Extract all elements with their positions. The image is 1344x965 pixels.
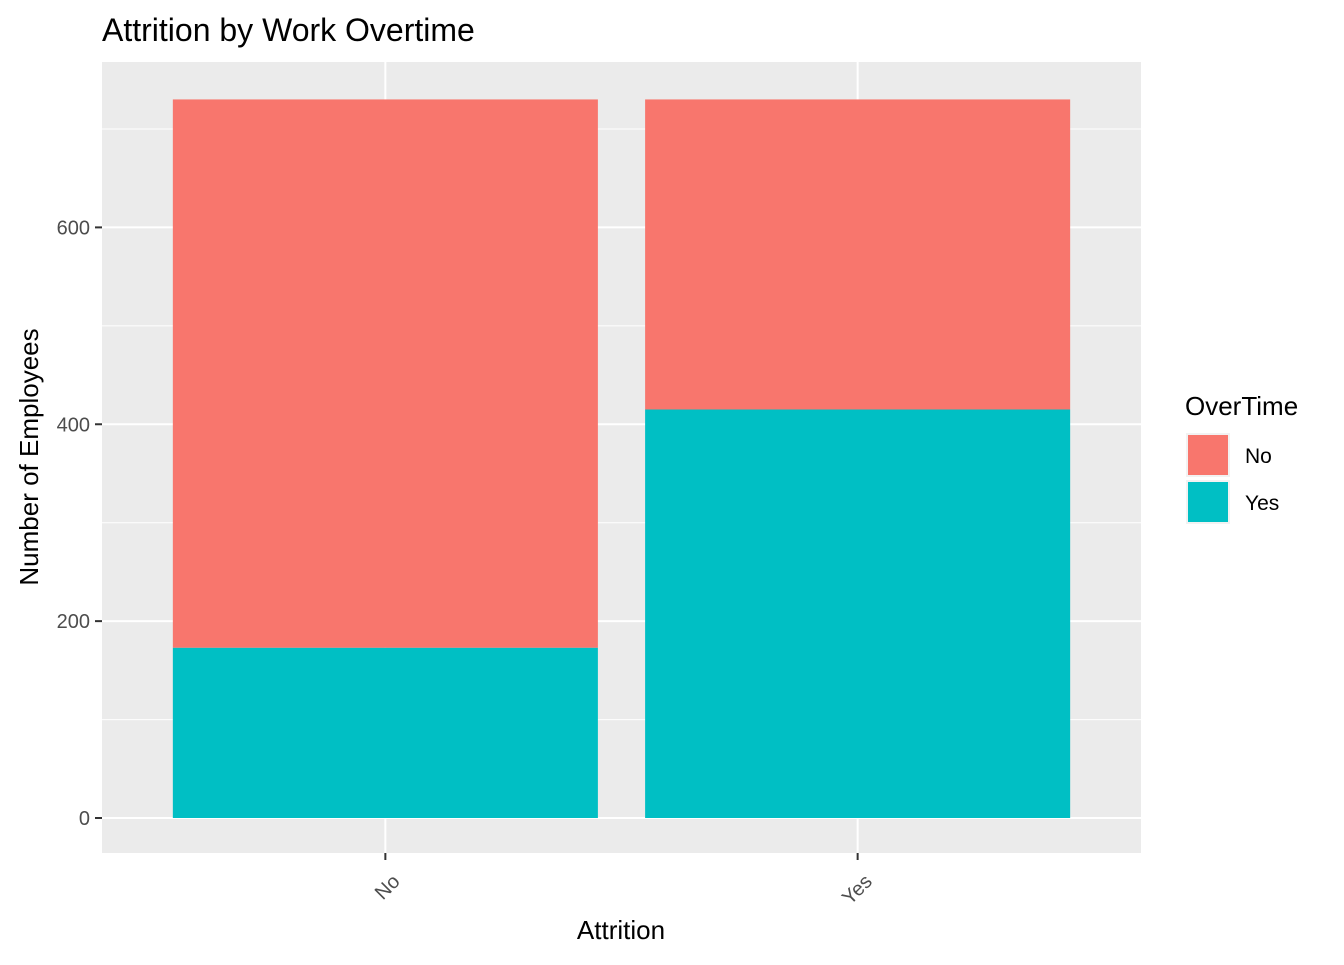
- y-tick-label: 400: [57, 414, 90, 436]
- legend-swatch-yes: [1188, 482, 1228, 522]
- x-tick-label: Yes: [838, 871, 877, 910]
- legend-label-no: No: [1245, 445, 1272, 468]
- y-tick-label: 0: [79, 808, 90, 830]
- legend-swatch-no: [1188, 435, 1228, 475]
- bar-no-overtime-no: [172, 99, 598, 648]
- bar-yes-overtime-yes: [645, 409, 1071, 818]
- y-tick-label: 600: [57, 217, 90, 239]
- y-axis: 0 200 400 600: [57, 217, 102, 830]
- legend: OverTime No Yes: [1185, 391, 1298, 524]
- legend-title: OverTime: [1185, 391, 1298, 421]
- y-axis-title: Number of Employees: [14, 328, 44, 585]
- bar-yes-overtime-no: [645, 99, 1071, 410]
- x-tick-label: No: [371, 871, 405, 905]
- y-tick-label: 200: [57, 611, 90, 633]
- x-axis: No Yes: [371, 853, 877, 909]
- chart-title: Attrition by Work Overtime: [102, 12, 475, 48]
- bars: [172, 99, 1071, 818]
- bar-no-overtime-yes: [172, 647, 598, 818]
- x-axis-title: Attrition: [577, 915, 665, 945]
- legend-label-yes: Yes: [1245, 492, 1279, 515]
